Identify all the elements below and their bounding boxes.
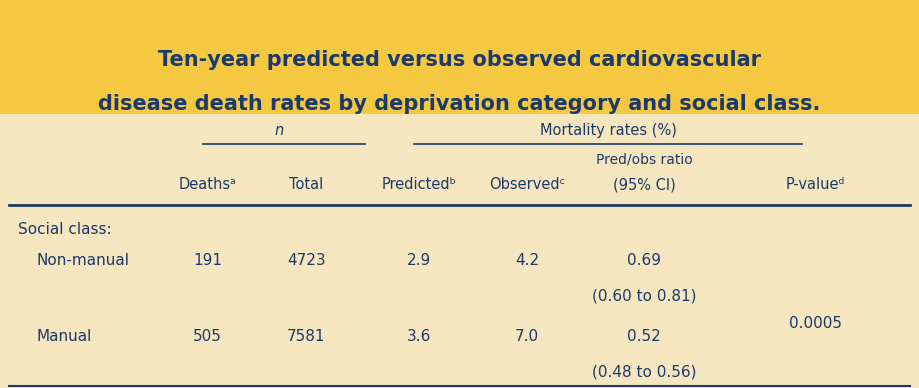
Text: 7581: 7581	[287, 329, 325, 344]
Text: 0.52: 0.52	[628, 329, 661, 344]
Text: 7.0: 7.0	[515, 329, 539, 344]
Text: Social class:: Social class:	[18, 222, 112, 237]
Text: (95% CI): (95% CI)	[613, 177, 675, 192]
Text: (0.48 to 0.56): (0.48 to 0.56)	[592, 365, 697, 380]
Text: 0.69: 0.69	[627, 253, 661, 268]
Text: Non-manual: Non-manual	[36, 253, 130, 268]
Text: Observedᶜ: Observedᶜ	[489, 177, 565, 192]
Text: P-valueᵈ: P-valueᵈ	[786, 177, 845, 192]
Text: Deathsᵃ: Deathsᵃ	[178, 177, 236, 192]
Text: n: n	[275, 123, 284, 139]
Text: (0.60 to 0.81): (0.60 to 0.81)	[592, 288, 697, 303]
Text: Pred/obs ratio: Pred/obs ratio	[596, 153, 693, 167]
Text: Predictedᵇ: Predictedᵇ	[381, 177, 457, 192]
Text: 505: 505	[193, 329, 221, 344]
Text: 2.9: 2.9	[407, 253, 431, 268]
Text: 4723: 4723	[287, 253, 325, 268]
Text: disease death rates by deprivation category and social class.: disease death rates by deprivation categ…	[98, 94, 821, 114]
Text: 3.6: 3.6	[407, 329, 431, 344]
Text: Total: Total	[289, 177, 323, 192]
Text: 0.0005: 0.0005	[789, 316, 842, 331]
Text: 4.2: 4.2	[515, 253, 539, 268]
Text: 191: 191	[193, 253, 221, 268]
Text: Manual: Manual	[36, 329, 92, 344]
Text: Mortality rates (%): Mortality rates (%)	[539, 123, 676, 139]
Text: Ten-year predicted versus observed cardiovascular: Ten-year predicted versus observed cardi…	[158, 50, 761, 70]
